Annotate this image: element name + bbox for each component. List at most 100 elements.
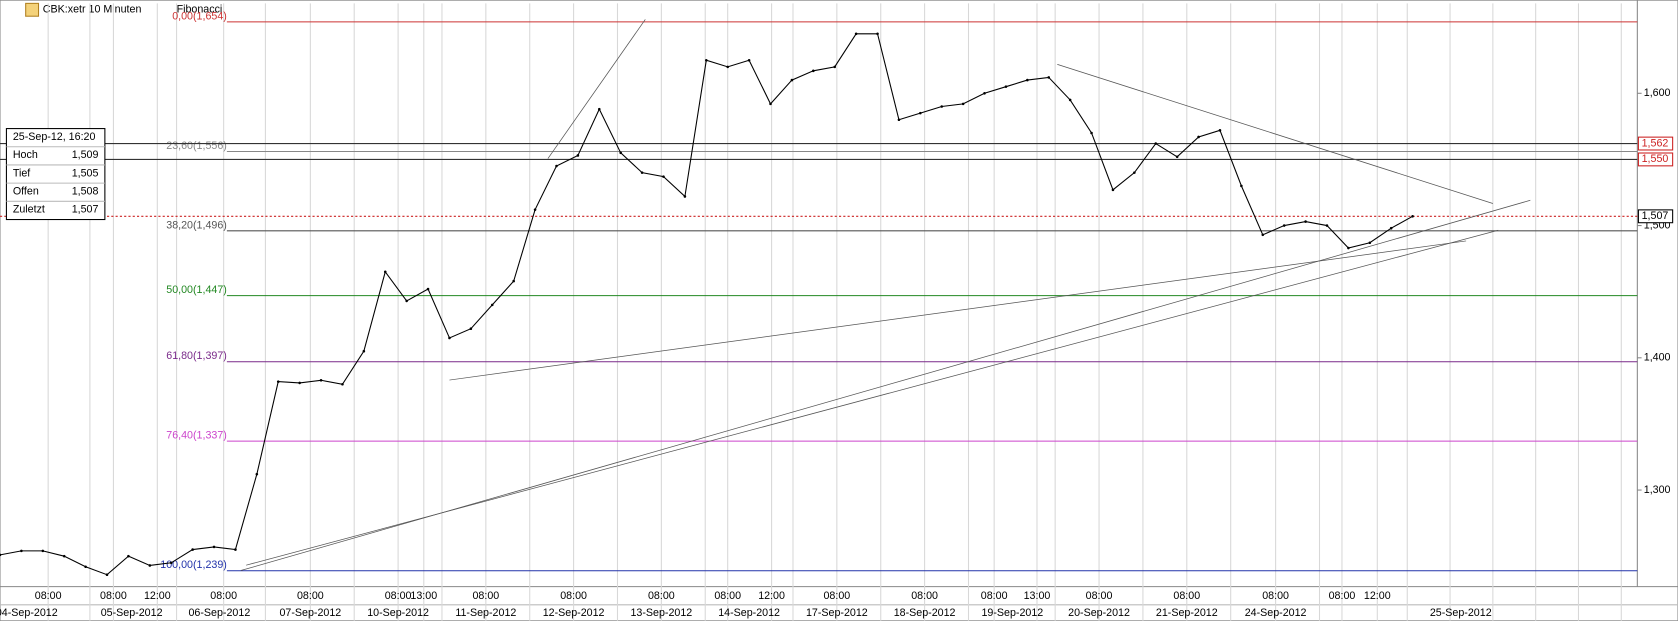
time-label: 08:00 [1262,590,1289,602]
price-point [62,554,66,558]
date-label: 10-Sep-2012 [367,607,429,619]
time-label: 08:00 [385,590,412,602]
trend-line [1057,64,1493,204]
info-value: 1,509 [72,149,99,161]
price-point [1368,241,1372,245]
trend-line [547,19,646,159]
price-point [897,118,901,122]
time-label: 12:00 [144,590,171,602]
time-label: 12:00 [1364,590,1391,602]
price-point [1282,224,1286,227]
price-point [1197,135,1200,139]
price-point [276,380,280,383]
date-label: 14-Sep-2012 [718,607,780,619]
indicator-name[interactable]: Fibonacci [177,4,223,16]
price-point [127,554,130,558]
price-point [555,164,558,168]
price-point [362,349,366,353]
icon[interactable] [25,2,40,17]
price-point [919,111,922,115]
info-label: Hoch [13,149,38,161]
price-point [1154,142,1158,145]
price-point [640,171,644,174]
plot: 1,3001,4001,5001,6000,00(1,654)23,60(1,5… [0,3,1674,621]
time-label: 08:00 [714,590,741,602]
price-point [940,105,944,108]
price-point [983,92,986,95]
price-point [1325,224,1329,227]
time-label: 08:00 [1086,590,1113,602]
date-label: 18-Sep-2012 [894,607,956,619]
price-point [1411,215,1414,218]
price-point [426,287,430,291]
price-point [512,279,515,283]
price-point [84,565,87,569]
chart-title[interactable]: CBK:xetr 10 Minuten [43,4,142,16]
time-label: 08:00 [297,590,324,602]
time-label: 13:00 [410,590,437,602]
price-point [41,549,45,553]
time-label: 08:00 [35,590,62,602]
price-point [383,270,387,274]
trend-line [246,229,1499,566]
fib-label: 76,40(1,337) [166,430,227,442]
price-point [790,78,794,82]
price-point [255,472,259,476]
price-point [1047,76,1051,79]
date-label: 24-Sep-2012 [1245,607,1307,619]
price-point [1218,129,1222,132]
time-label: 08:00 [210,590,237,602]
time-label: 08:00 [981,590,1008,602]
price-point [1240,184,1243,188]
price-point [854,32,858,36]
date-label: 12-Sep-2012 [543,607,605,619]
info-label: Zuletzt [13,204,45,216]
date-label: 19-Sep-2012 [981,607,1043,619]
time-label: 13:00 [1024,590,1051,602]
price-point [448,336,451,340]
time-label: 08:00 [100,590,127,602]
fib-label: 50,00(1,447) [166,284,227,296]
price-point [1389,226,1393,230]
price-point [961,102,965,106]
fib-label: 23,60(1,556) [166,140,227,152]
price-point [1068,98,1072,102]
price-point [576,154,580,157]
price-marker [1637,209,1674,224]
price-point [812,69,815,73]
info-box-frame [5,128,106,221]
info-label: Offen [13,186,39,198]
date-label: 20-Sep-2012 [1068,607,1130,619]
price-marker-label: 1,507 [1642,210,1669,222]
fib-label: 61,80(1,397) [166,350,227,362]
price-marker [1637,136,1674,151]
price-point [1133,171,1136,174]
fib-label: 100,00(1,239) [160,559,227,571]
y-tick-label: 1,300 [1644,484,1671,496]
fib-label: 0,00(1,654) [172,10,227,22]
info-value: 1,507 [72,204,99,216]
trend-line [449,240,1467,381]
price-point [1026,78,1029,82]
price-point [598,107,601,111]
date-label: 06-Sep-2012 [188,607,250,619]
date-label: 21-Sep-2012 [1156,607,1218,619]
price-point [833,65,837,69]
price-point [876,32,879,36]
price-point [341,382,344,386]
price-marker-label: 1,562 [1642,137,1669,149]
y-tick-label: 1,600 [1644,87,1671,99]
price-marker [1637,152,1674,167]
info-label: Tief [13,167,30,179]
time-label: 08:00 [1173,590,1200,602]
price-point [405,299,408,303]
price-point [726,65,729,69]
date-label: 11-Sep-2012 [455,607,516,619]
price-point [20,549,23,553]
price-point [319,379,323,382]
info-value: 1,508 [72,186,99,198]
info-box: 25-Sep-12, 16:20 Hoch 1,509 Tief 1,505 Offen… [5,128,106,221]
